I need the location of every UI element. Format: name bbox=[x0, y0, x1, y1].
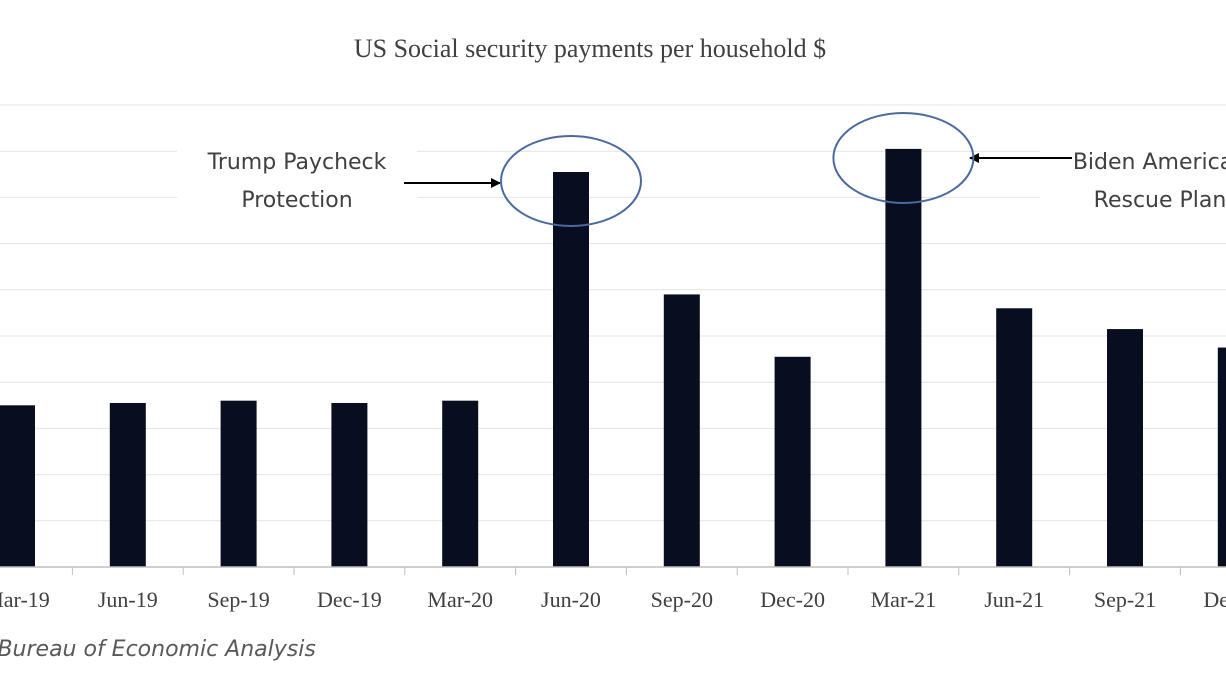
bar-mar-21 bbox=[885, 148, 922, 567]
annotation-text-line: Protection bbox=[241, 188, 352, 213]
bars bbox=[0, 148, 1226, 568]
chart-title: US Social security payments per househol… bbox=[354, 34, 826, 63]
x-axis bbox=[0, 566, 1226, 575]
x-tick-label: Sep-20 bbox=[651, 587, 713, 612]
bar-sep-20 bbox=[663, 294, 700, 567]
source-note: Source: Bureau of Economic Analysis bbox=[0, 637, 316, 662]
x-tick-label: Jun-21 bbox=[984, 587, 1044, 612]
x-tick-label: Dec-21 bbox=[1203, 587, 1226, 612]
x-tick-label: Mar-21 bbox=[871, 587, 937, 612]
x-tick-label: Sep-19 bbox=[207, 587, 269, 612]
annotation-text-line: Biden American bbox=[1073, 150, 1226, 175]
bar-sep-21 bbox=[1107, 329, 1143, 567]
annotation-backdrop bbox=[177, 143, 417, 211]
bar-mar-20 bbox=[442, 400, 479, 567]
highlight-circle bbox=[500, 135, 642, 227]
annotation-mar-21: Biden American Rescue Plan bbox=[832, 112, 1226, 213]
annotation-text-line: Rescue Plan bbox=[1094, 188, 1226, 213]
bar-jun-19 bbox=[109, 402, 146, 567]
x-tick-label: Mar-20 bbox=[427, 587, 493, 612]
x-tick-label: Dec-20 bbox=[760, 587, 825, 612]
annotation-jun-20: Trump Paycheck Protection bbox=[177, 135, 642, 227]
x-tick-label: Sep-21 bbox=[1094, 587, 1156, 612]
annotation-text-line: Trump Paycheck bbox=[207, 150, 387, 175]
x-tick-label: Dec-19 bbox=[317, 587, 382, 612]
x-tick-labels: Mar-19 Jun-19 Sep-19 Dec-19 Mar-20 Jun-20 Sep-… bbox=[0, 587, 1226, 612]
annotation-backdrop bbox=[1040, 143, 1226, 211]
highlight-circle bbox=[832, 112, 975, 204]
x-tick-label: Mar-19 bbox=[0, 587, 50, 612]
bar-mar-19 bbox=[0, 405, 35, 567]
bar-dec-21 bbox=[1217, 347, 1226, 567]
gridlines bbox=[0, 104, 1226, 522]
bar-dec-19 bbox=[331, 402, 368, 567]
x-tick-label: Jun-19 bbox=[98, 587, 158, 612]
bar-jun-20 bbox=[553, 171, 589, 568]
x-tick-label: Jun-20 bbox=[541, 587, 601, 612]
annotations: Trump Paycheck Protection Biden American Re… bbox=[177, 112, 1226, 227]
bar-jun-21 bbox=[996, 308, 1033, 567]
bar-dec-20 bbox=[774, 356, 811, 567]
bar-sep-19 bbox=[220, 400, 257, 567]
